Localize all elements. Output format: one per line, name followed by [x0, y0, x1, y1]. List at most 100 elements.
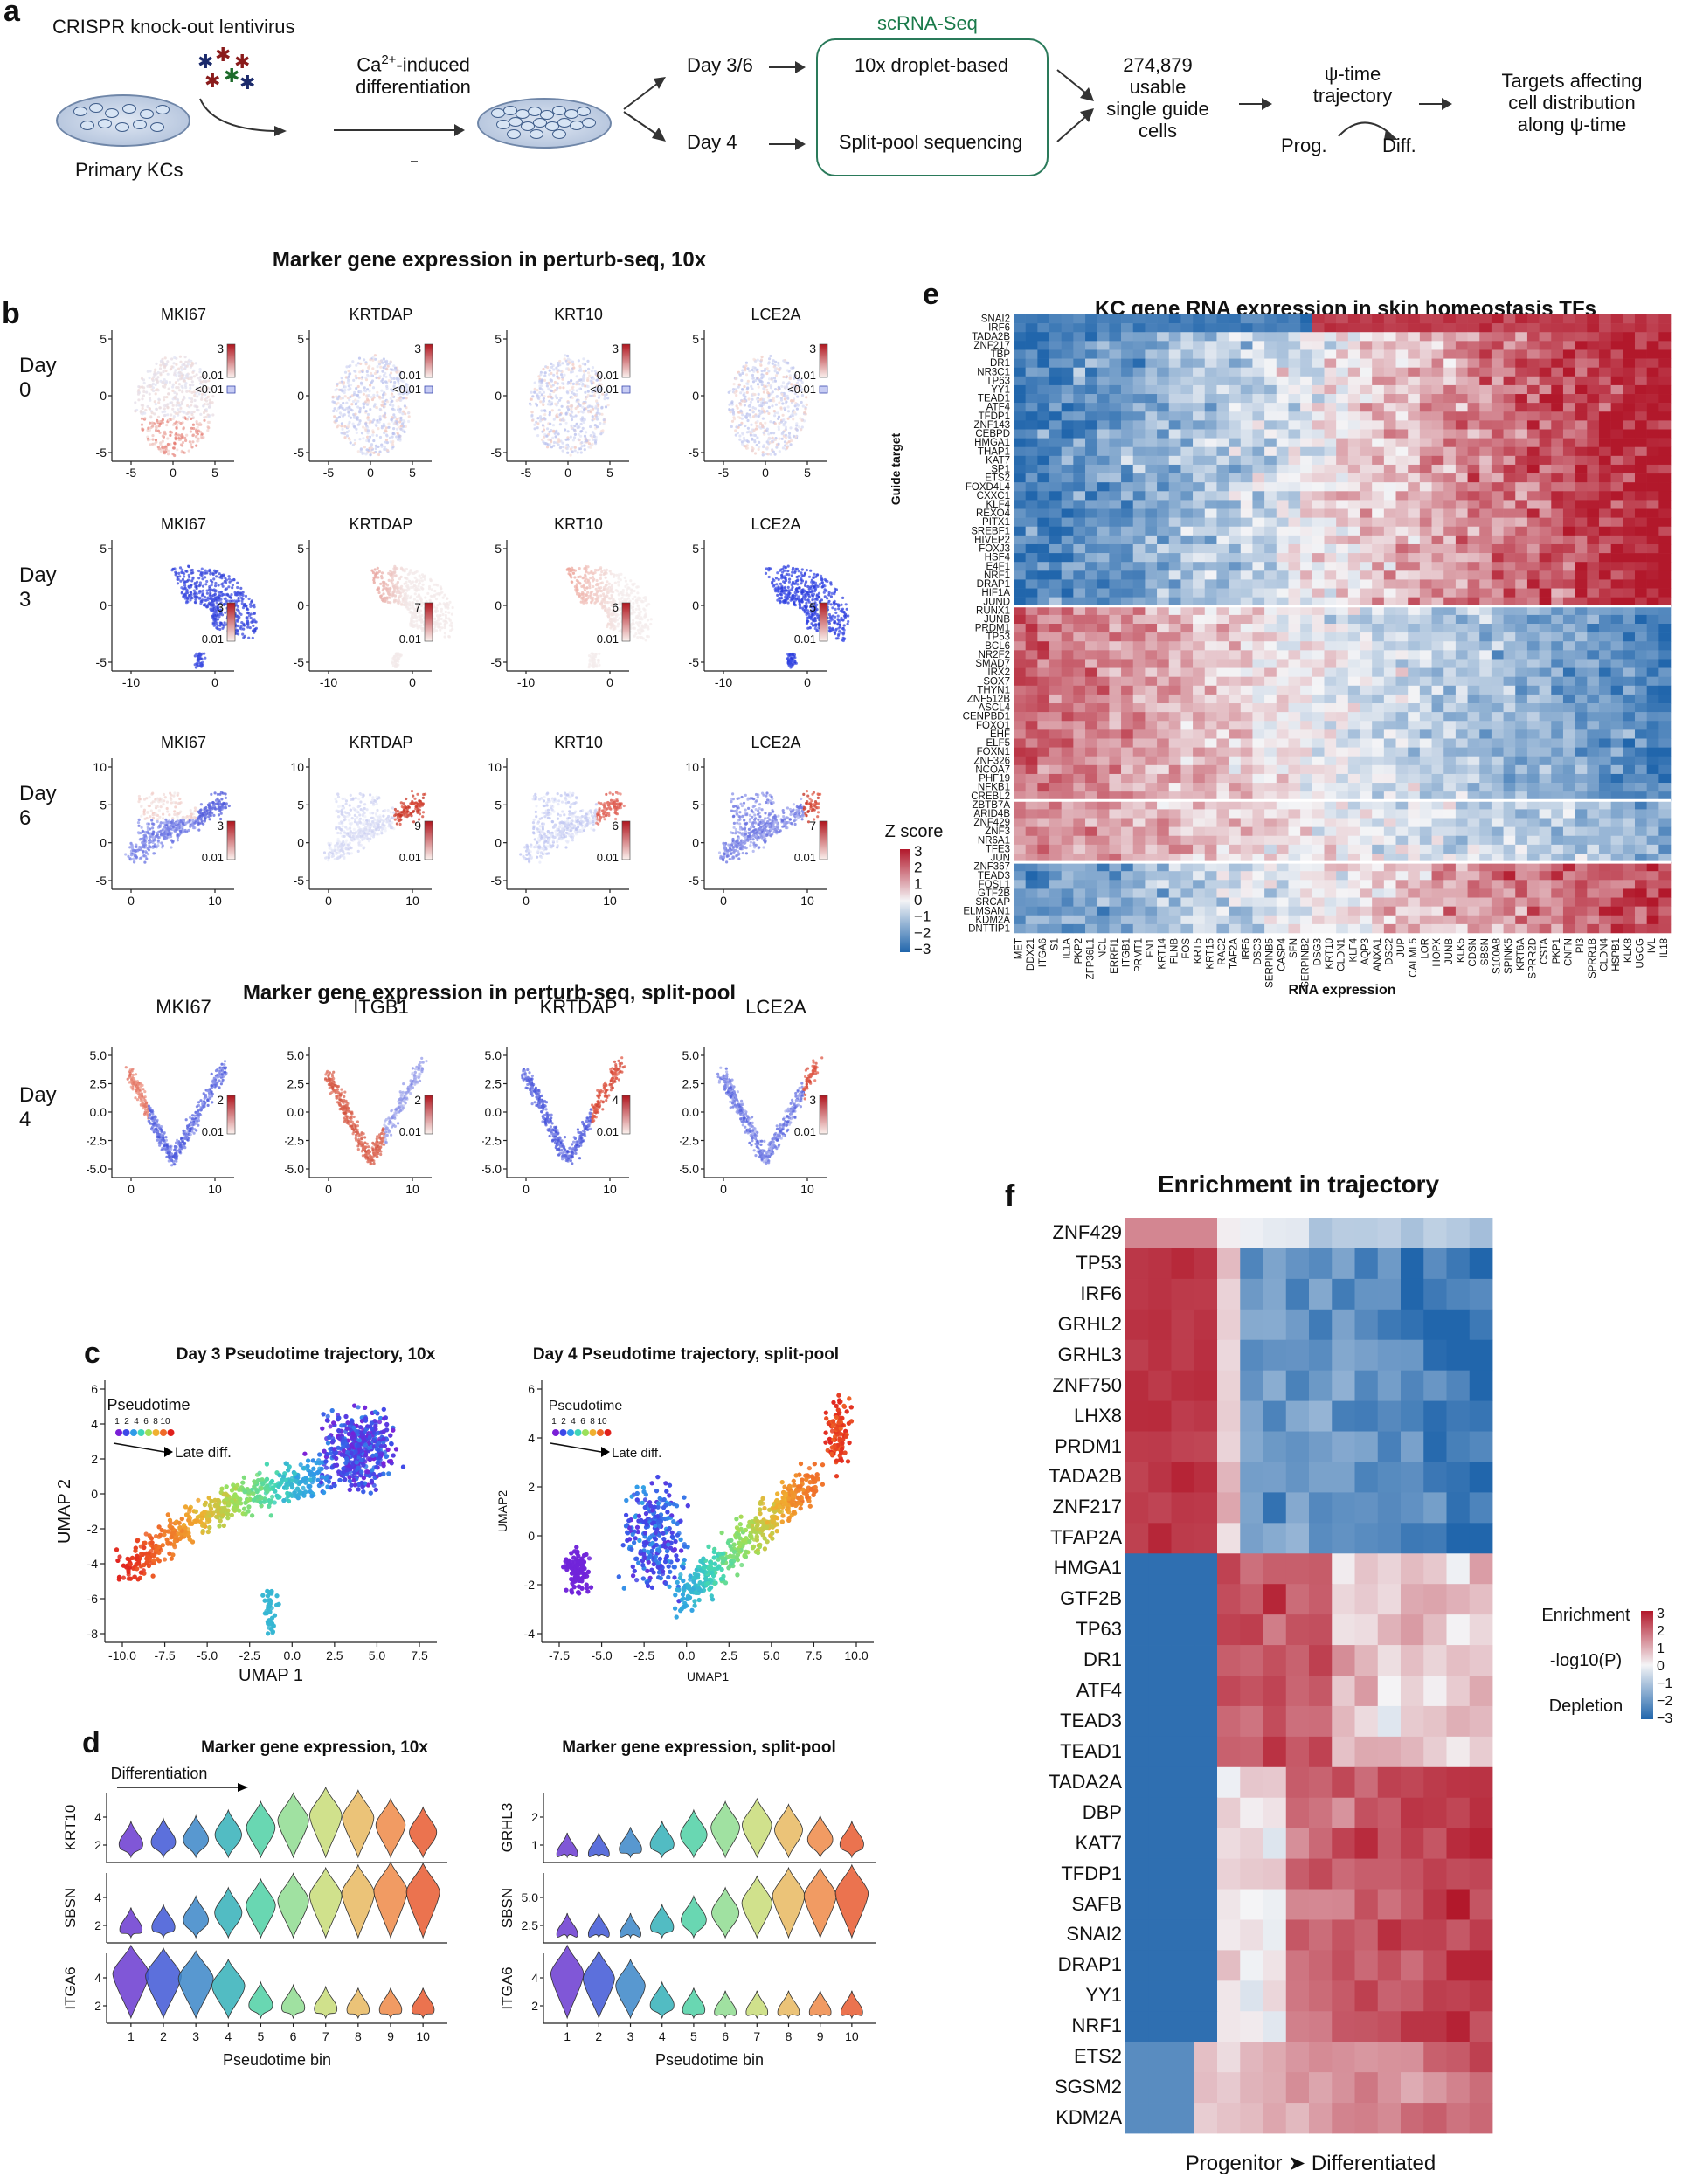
umap-point: [200, 571, 204, 575]
umap-point: [839, 625, 842, 629]
umap-point: [589, 577, 592, 580]
umap-point: [813, 619, 817, 623]
umap-point: [597, 586, 600, 590]
umap-point: [790, 439, 793, 443]
umap-point: [181, 390, 184, 394]
umap-point: [208, 387, 212, 390]
x-tick-label: 0: [409, 675, 416, 689]
umap-point: [763, 430, 766, 433]
umap-point: [577, 432, 580, 436]
umap-point: [394, 574, 398, 577]
umap-point: [751, 415, 756, 418]
umap-point: [214, 584, 218, 588]
umap-point: [184, 591, 189, 594]
umap-point: [829, 583, 833, 586]
umap-point: [841, 607, 845, 611]
umap-point: [419, 598, 423, 602]
umap-point: [571, 382, 575, 385]
umap-points: [727, 354, 808, 457]
umap-point: [377, 445, 380, 448]
umap-point: [345, 365, 349, 369]
umap-point: [228, 596, 232, 599]
umap-point: [193, 826, 197, 830]
umap-point: [746, 426, 750, 430]
umap-point: [382, 581, 385, 584]
umap-point: [786, 564, 790, 568]
umap-point: [362, 425, 365, 429]
umap-point: [810, 615, 813, 619]
umap-point: [253, 629, 257, 632]
umap-point: [746, 367, 750, 370]
umap-point: [560, 376, 564, 379]
umap-point: [167, 827, 170, 831]
umap-point: [786, 397, 790, 400]
umap-point: [186, 820, 190, 824]
umap-point: [179, 422, 183, 425]
umap-point: [828, 627, 832, 631]
umap-point: [765, 427, 769, 431]
umap-point: [772, 578, 776, 583]
umap-point: [757, 447, 760, 451]
umap-point: [163, 799, 166, 803]
umap-point: [786, 369, 789, 372]
umap-point: [790, 598, 794, 601]
umap-point: [778, 367, 781, 371]
umap-point: [142, 394, 145, 397]
umap-point: [804, 584, 807, 587]
umap-point: [416, 604, 419, 607]
umap-point: [543, 378, 547, 382]
umap-point: [578, 567, 581, 570]
day-label-day0: Day 0: [19, 354, 57, 402]
umap-point: [194, 819, 197, 823]
umap-point: [396, 408, 400, 411]
umap-point: [389, 440, 392, 444]
umap-point: [579, 410, 583, 413]
umap-point: [373, 568, 377, 571]
umap-point: [209, 597, 212, 600]
umap-point: [798, 599, 801, 603]
umap-point: [421, 601, 425, 605]
umap-point: [343, 370, 348, 374]
umap-point: [392, 571, 396, 575]
umap-point: [392, 377, 396, 380]
umap-point: [757, 385, 760, 389]
umap-point: [157, 420, 161, 424]
umap-point: [203, 652, 206, 655]
umap-point: [159, 829, 163, 833]
x-tick-label: -10: [320, 675, 337, 689]
umap-point: [759, 422, 763, 425]
umap-point: [569, 358, 572, 362]
umap-point: [779, 599, 782, 604]
umap-point: [583, 408, 586, 411]
umap-point: [806, 619, 809, 623]
umap-point: [845, 607, 848, 611]
umap-point: [587, 411, 591, 414]
umap-point: [174, 369, 177, 372]
umap-point: [618, 630, 621, 633]
diff-label: Diff.: [1382, 135, 1416, 156]
umap-point: [802, 574, 806, 577]
umap-point: [383, 584, 386, 588]
umap-point: [427, 584, 432, 589]
umap-point: [586, 597, 590, 600]
umap-point: [800, 378, 803, 382]
umap-point: [757, 392, 760, 396]
umap-point: [610, 584, 613, 588]
umap-point: [608, 597, 612, 600]
scrnaseq-box: [816, 38, 1049, 176]
umap-point: [382, 592, 385, 596]
y-tick-label: 5: [692, 332, 699, 346]
umap-point: [770, 439, 774, 443]
umap-point: [227, 585, 231, 589]
umap-point: [384, 440, 388, 444]
umap-point: [396, 438, 400, 441]
umap-point: [419, 577, 423, 580]
umap-point: [174, 805, 177, 809]
umap-point: [583, 402, 586, 405]
umap-point: [421, 587, 425, 591]
umap-point: [172, 362, 176, 365]
umap-point: [166, 403, 170, 406]
umap-point: [731, 388, 736, 391]
umap-point: [565, 367, 569, 370]
umap-point: [574, 414, 578, 418]
